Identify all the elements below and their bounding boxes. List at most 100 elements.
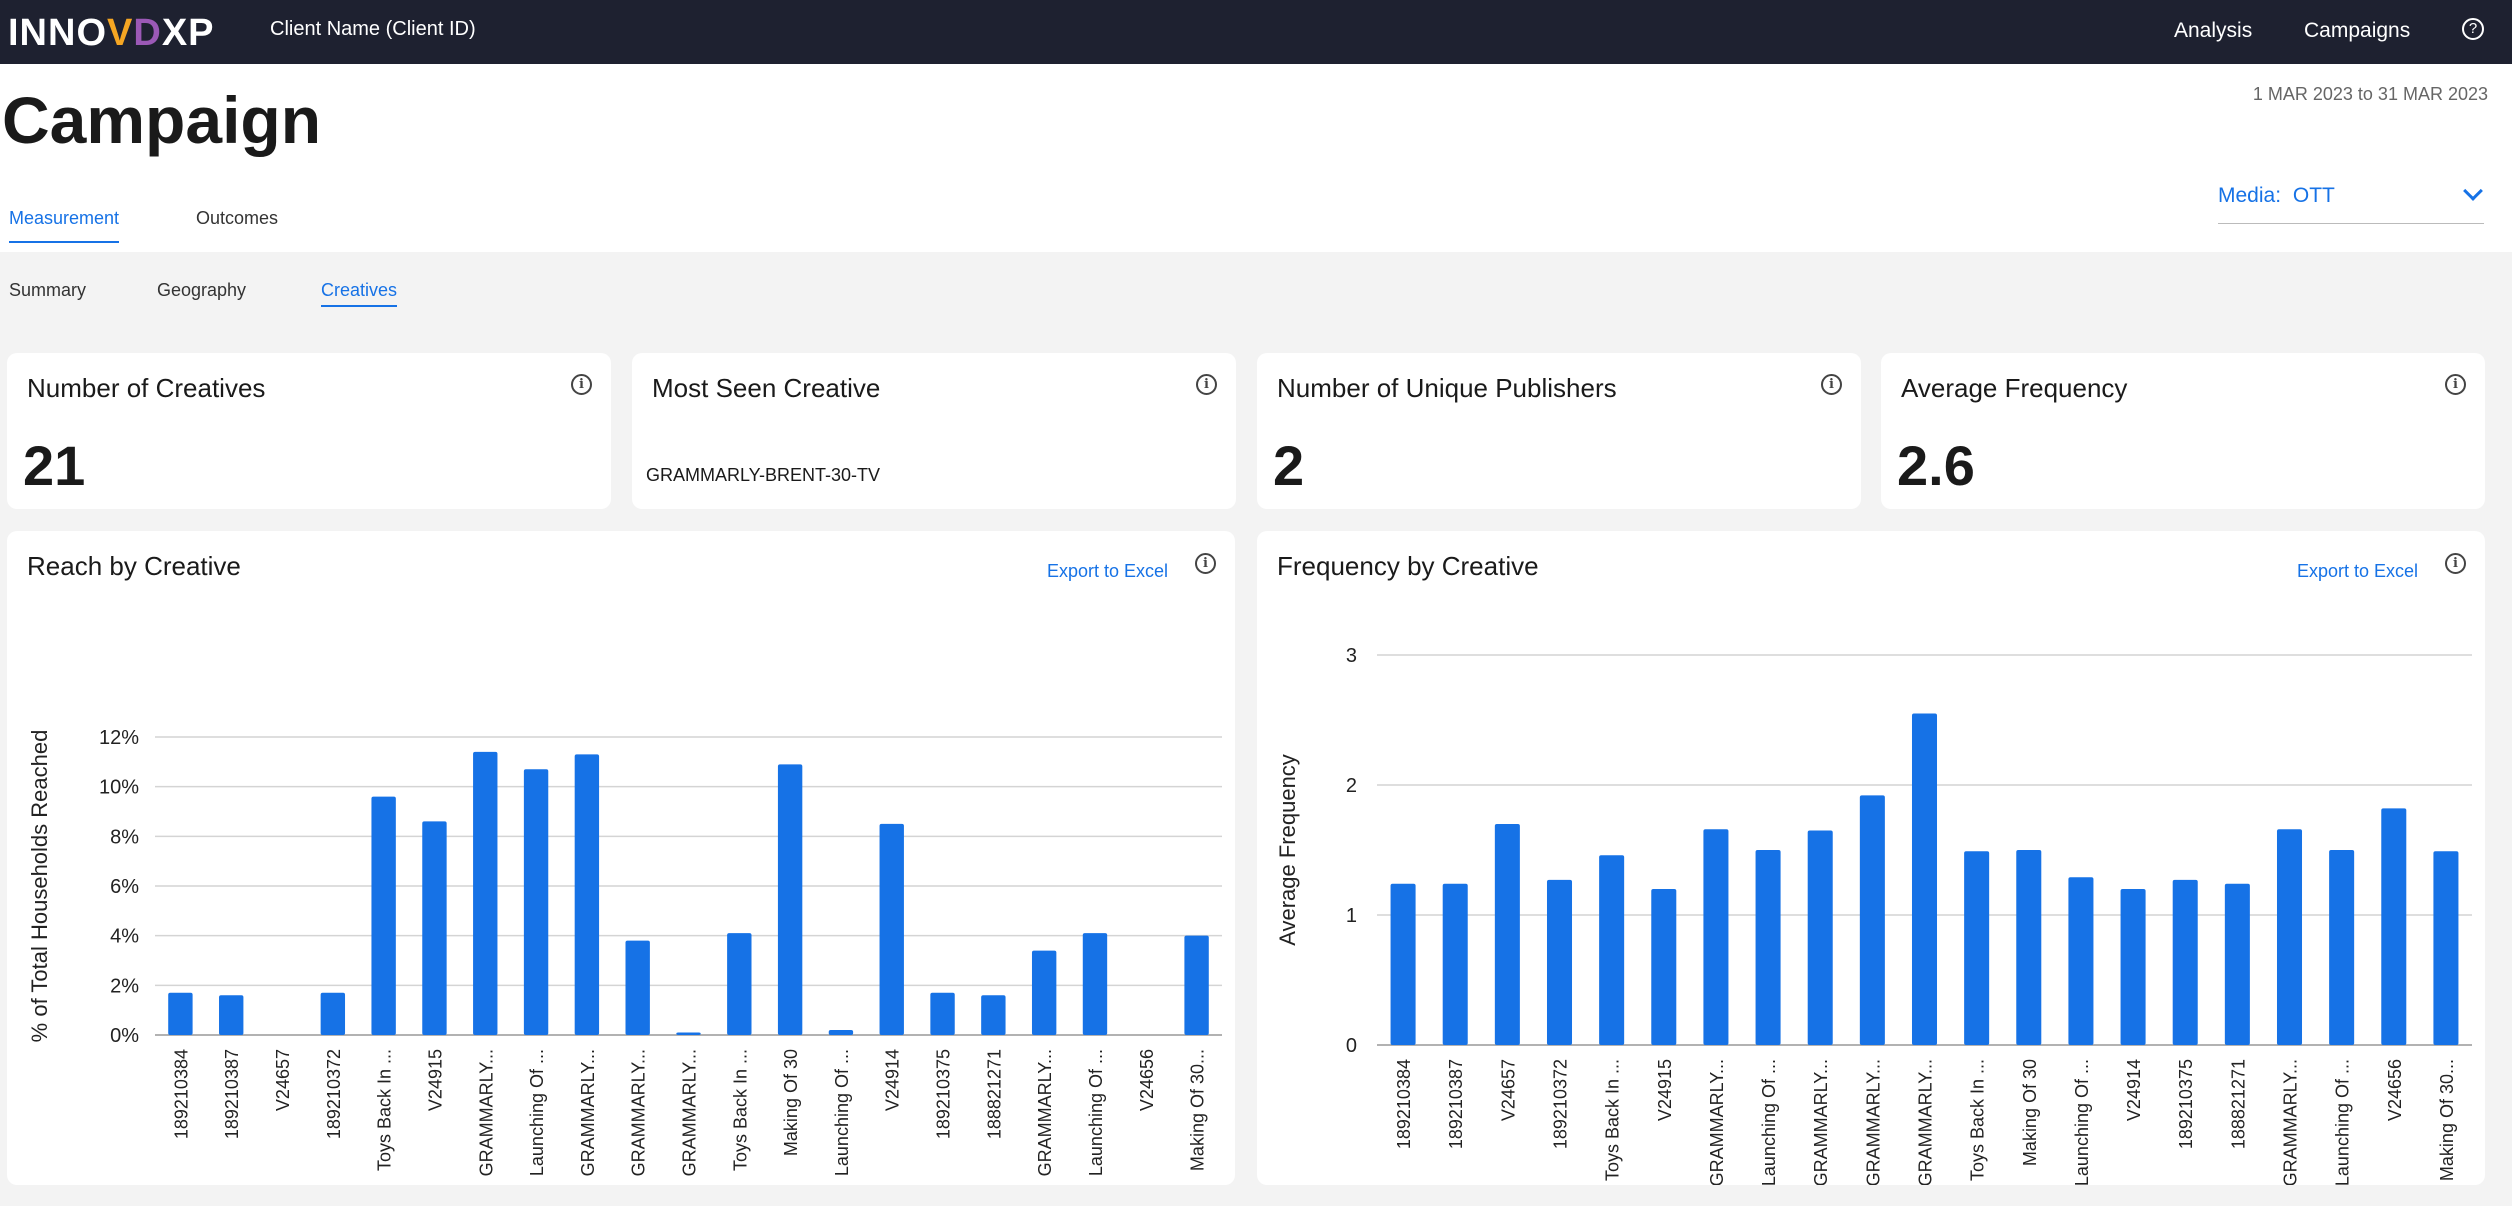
x-tick-label: GRAMMARLY... — [680, 1049, 700, 1176]
bar — [1599, 855, 1625, 1045]
bar — [1390, 883, 1416, 1045]
x-tick-label: V24915 — [425, 1049, 445, 1111]
y-tick-label: 0% — [110, 1025, 139, 1047]
y-tick-label: 10% — [99, 777, 139, 799]
x-tick-label: 189210375 — [2176, 1059, 2196, 1149]
chart-title: Frequency by Creative — [1277, 551, 1539, 581]
chevron-down-icon — [2463, 181, 2483, 201]
info-icon[interactable]: i — [2445, 374, 2466, 395]
x-tick-label: Making Of 30... — [1188, 1049, 1208, 1171]
y-tick-label: 4% — [110, 926, 139, 948]
x-tick-label: 189210384 — [1394, 1059, 1414, 1149]
x-tick-label: V24656 — [1137, 1049, 1157, 1111]
frequency-bar-chart: 0 1 2 3 Average Frequency 189210384 189210387 V… — [1275, 645, 2472, 1185]
info-icon[interactable]: i — [2445, 553, 2466, 574]
bar — [1703, 829, 1729, 1045]
x-tick-label: V24915 — [1655, 1059, 1675, 1121]
kpi-card-most-seen-creative: Most Seen Creative i GRAMMARLY-BRENT-30-… — [632, 353, 1236, 509]
innovid-logo[interactable]: INNOVDXP — [8, 12, 215, 54]
x-tick-label: V24914 — [2124, 1059, 2144, 1121]
subtab-geography[interactable]: Geography — [157, 280, 247, 300]
bar — [1546, 879, 1573, 1045]
x-tick-label: Toys Back In ... — [730, 1049, 750, 1171]
y-axis-title: % of Total Households Reached — [27, 730, 52, 1043]
bar — [1442, 883, 1468, 1045]
nav-campaigns[interactable]: Campaigns — [2304, 19, 2411, 42]
info-icon[interactable]: i — [1195, 553, 1216, 574]
bar — [676, 1032, 701, 1035]
info-icon[interactable]: i — [1821, 374, 1842, 395]
bar — [2329, 850, 2355, 1045]
subtab-summary[interactable]: Summary — [9, 280, 87, 300]
x-tick-label: 189210387 — [222, 1049, 242, 1139]
bar — [168, 992, 193, 1035]
x-tick-label: GRAMMARLY... — [476, 1049, 496, 1176]
bar — [930, 992, 955, 1035]
x-tick-label: GRAMMARLY... — [2281, 1059, 2301, 1185]
bar — [422, 821, 447, 1035]
export-to-excel-link[interactable]: Export to Excel — [1047, 561, 1169, 581]
x-tick-label: 189210372 — [1551, 1059, 1571, 1149]
y-tick-label: 12% — [99, 727, 139, 749]
kpi-value: 2.6 — [1897, 434, 1975, 497]
x-tick-label: GRAMMARLY... — [1863, 1059, 1883, 1185]
kpi-title: Number of Unique Publishers — [1277, 373, 1617, 403]
x-tick-label: Launching Of ... — [527, 1049, 547, 1176]
kpi-value: 2 — [1273, 434, 1305, 497]
x-tick-label: 189210384 — [171, 1049, 191, 1139]
bar — [1184, 935, 1209, 1035]
y-tick-label: 0 — [1346, 1035, 1357, 1057]
bar — [2120, 889, 2146, 1045]
x-tick-label: V24656 — [2385, 1059, 2405, 1121]
y-tick-label: 8% — [110, 826, 139, 848]
bar — [981, 995, 1006, 1035]
bar — [2172, 879, 2198, 1045]
export-to-excel-link[interactable]: Export to Excel — [2297, 561, 2419, 581]
help-circle-icon[interactable]: ? — [2462, 18, 2484, 40]
bar — [320, 992, 346, 1035]
media-label: Media: — [2218, 184, 2282, 207]
y-tick-label: 1 — [1346, 905, 1357, 927]
tab-outcomes[interactable]: Outcomes — [196, 208, 279, 228]
info-icon[interactable]: i — [1196, 374, 1217, 395]
bar — [1859, 795, 1885, 1045]
x-tick-label: Launching Of ... — [2333, 1059, 2353, 1185]
nav-analysis[interactable]: Analysis — [2174, 19, 2253, 42]
x-tick-label: Making Of 30... — [2437, 1059, 2457, 1181]
bar — [2433, 851, 2459, 1045]
media-select[interactable]: Media: OTT — [2218, 181, 2484, 224]
tab-measurement[interactable]: Measurement — [9, 208, 120, 243]
bar — [473, 751, 498, 1035]
x-tick-label: Toys Back In ... — [1603, 1059, 1623, 1181]
x-tick-label: GRAMMARLY... — [1035, 1049, 1055, 1176]
client-name: Client Name (Client ID) — [270, 18, 476, 40]
kpi-title: Most Seen Creative — [652, 373, 881, 403]
bar — [727, 933, 752, 1035]
x-tick-label: Launching Of ... — [1759, 1059, 1779, 1185]
bar — [2016, 850, 2042, 1045]
x-tick-label: V24657 — [1498, 1059, 1518, 1121]
bar — [2224, 883, 2250, 1045]
top-bar: INNOVDXP Client Name (Client ID) Analysi… — [0, 0, 2512, 64]
info-icon[interactable]: i — [571, 374, 592, 395]
kpi-value: GRAMMARLY-BRENT-30-TV — [646, 465, 881, 485]
bar — [1964, 851, 1990, 1045]
x-tick-label: Launching Of ... — [2072, 1059, 2092, 1185]
x-tick-label: 189210375 — [934, 1049, 954, 1139]
bar — [2276, 829, 2303, 1045]
kpi-title: Number of Creatives — [27, 373, 266, 403]
page-title: Campaign — [2, 83, 322, 157]
kpi-value: 21 — [23, 434, 86, 497]
subtab-creatives[interactable]: Creatives — [321, 280, 398, 307]
x-tick-label: Making Of 30 — [781, 1049, 801, 1156]
bar — [777, 764, 803, 1035]
bar — [1807, 830, 1833, 1045]
x-tick-label: V24914 — [883, 1049, 903, 1111]
x-tick-label: 188821271 — [984, 1049, 1004, 1139]
bar — [523, 769, 549, 1035]
bar — [371, 796, 396, 1035]
media-value: OTT — [2292, 184, 2335, 207]
reach-bar-chart: 0% 2% 4% 6% 8% 10% 12% % of Total Households Re… — [27, 727, 1222, 1176]
x-tick-label: 189210387 — [1446, 1059, 1466, 1149]
y-tick-label: 2% — [110, 975, 139, 997]
